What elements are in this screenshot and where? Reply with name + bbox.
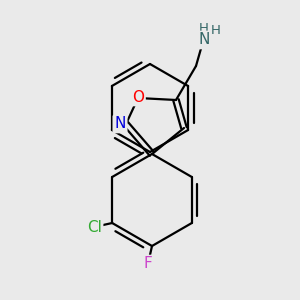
Text: O: O — [132, 89, 144, 104]
Text: F: F — [144, 256, 152, 272]
Text: Cl: Cl — [87, 220, 102, 235]
Text: N: N — [198, 32, 210, 47]
Text: H: H — [199, 22, 209, 34]
Text: N: N — [114, 116, 126, 131]
Text: H: H — [211, 23, 221, 37]
